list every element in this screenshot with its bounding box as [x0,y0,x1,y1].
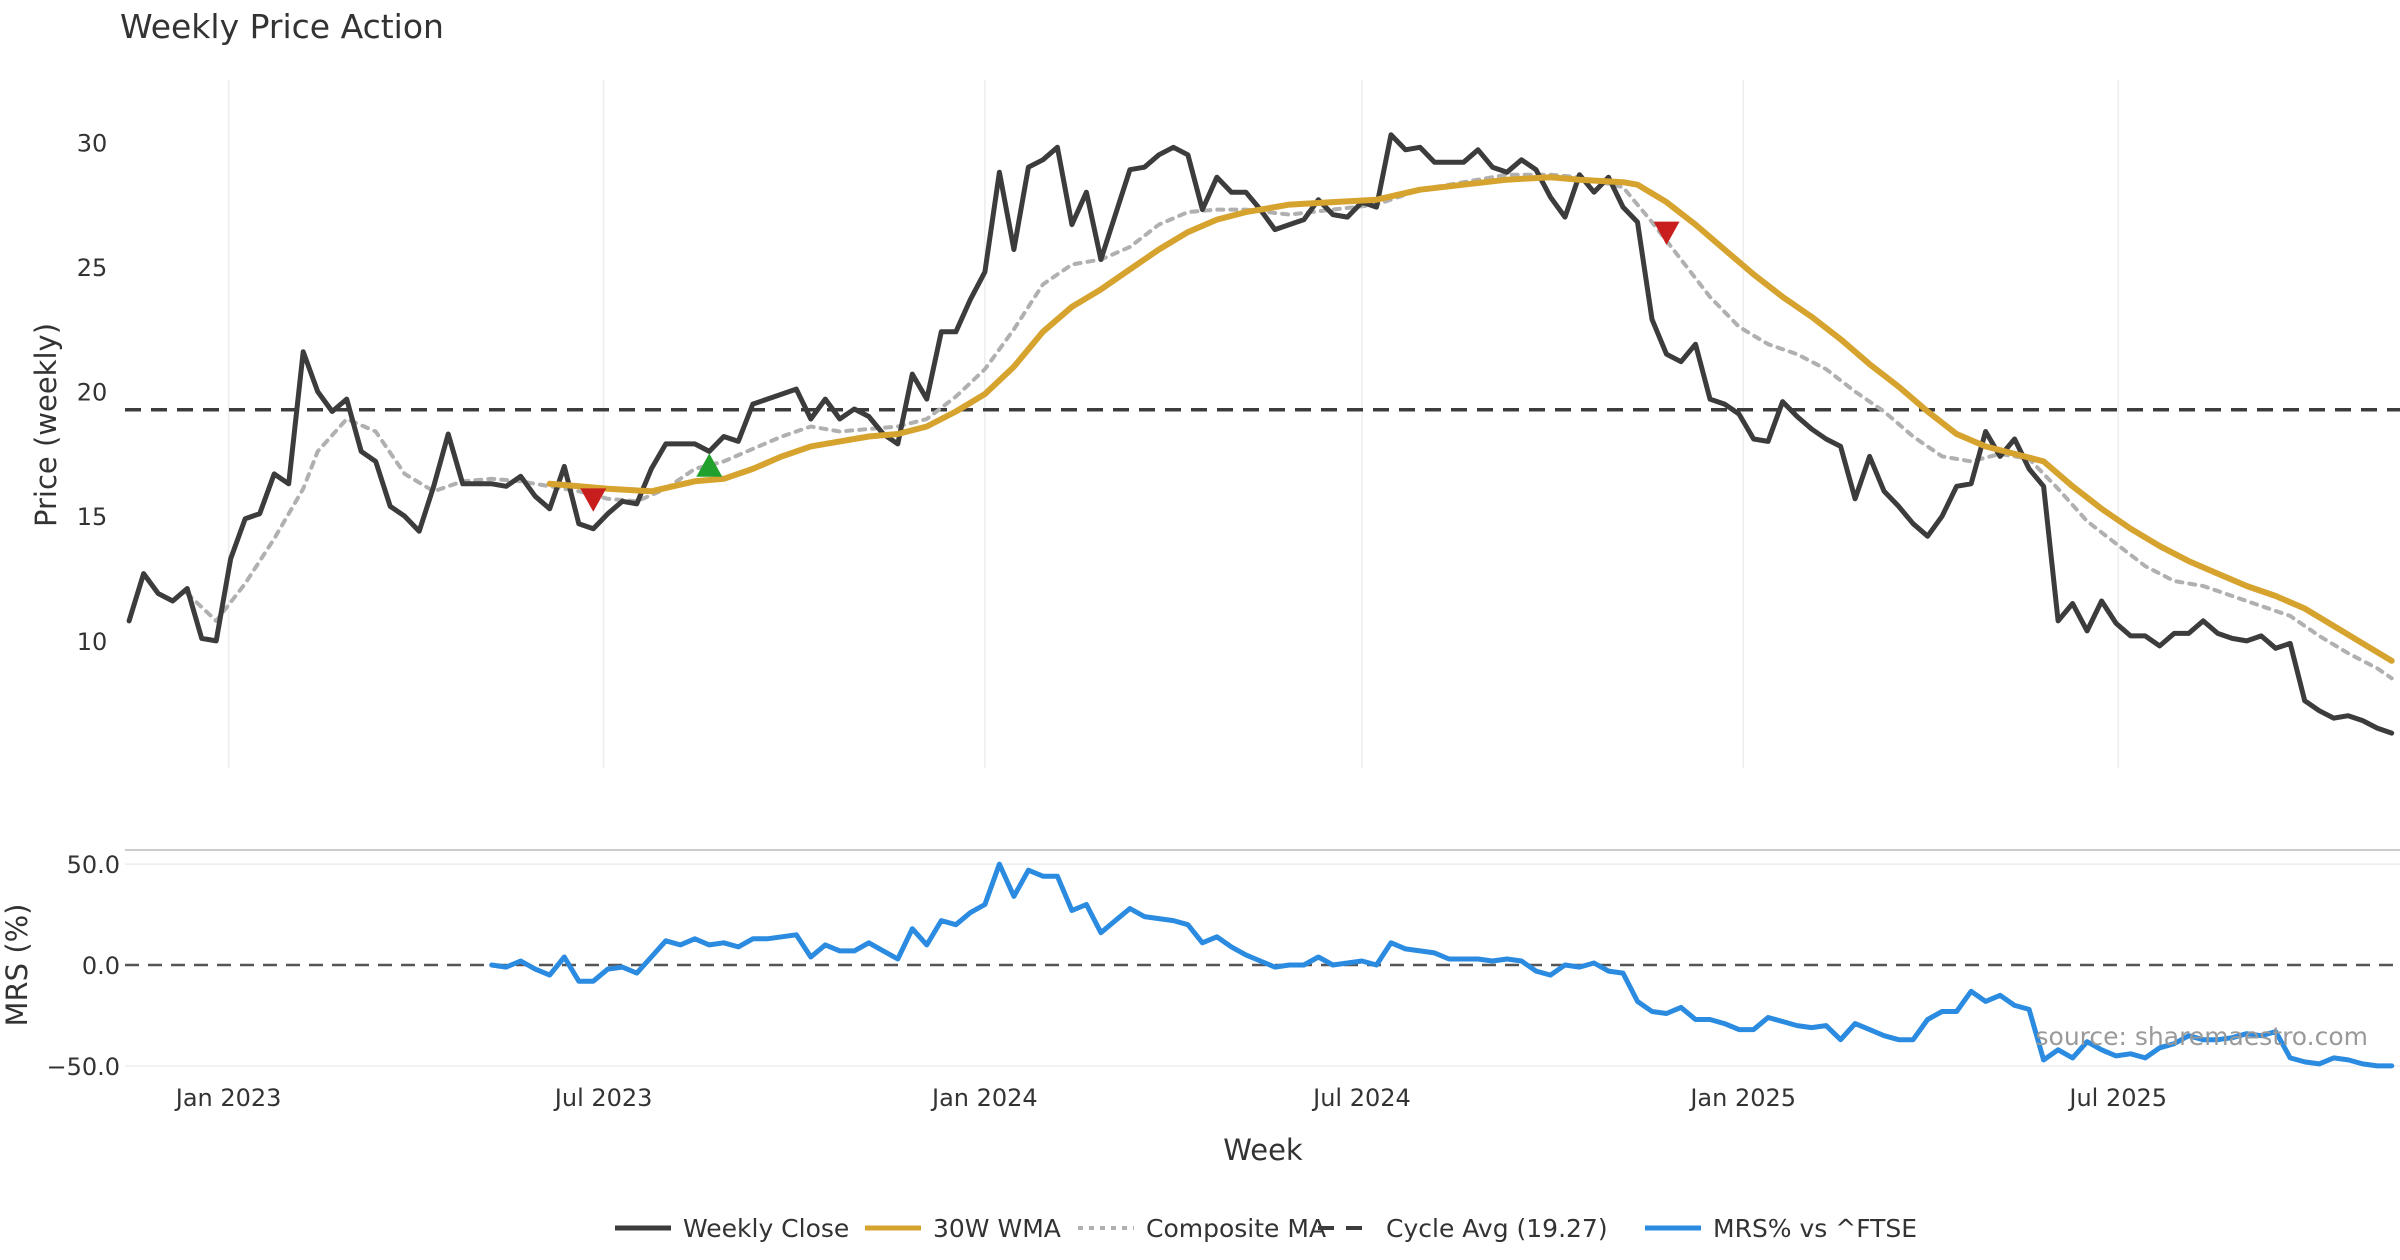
price-y-tick-1: 15 [77,503,108,531]
mrs-y-tick-1: 0.0 [82,952,120,980]
legend: Weekly Close 30W WMA Composite MA Cycle Avg… [615,1214,1917,1243]
legend-mrs-label: MRS% vs ^FTSE [1713,1214,1917,1243]
mrs-y-axis: 50.0 0.0 −50.0 [46,851,120,1081]
source-note: source: sharemaestro.com [2036,1022,2369,1051]
price-y-axis: 10 15 20 25 30 [77,129,108,656]
price-y-axis-title: Price (weekly) [29,323,63,527]
mrs-line [489,861,2395,1069]
price-y-tick-4: 30 [77,129,108,157]
signal-markers [580,221,1680,512]
wma-30w-line [546,174,2395,664]
price-y-tick-2: 20 [77,379,108,407]
x-tick-4: Jan 2025 [1688,1084,1796,1112]
sell-signal-marker-2 [1653,221,1680,246]
buy-signal-marker-1 [696,453,723,477]
mrs-y-tick-2: −50.0 [46,1053,120,1081]
mrs-y-axis-title: MRS (%) [0,904,34,1027]
mrs-grid [125,849,2400,1067]
mrs-series-group [125,861,2400,1069]
price-series-group [125,132,2400,736]
composite-ma-line [185,172,2394,681]
legend-weekly-close-label: Weekly Close [683,1214,849,1243]
price-y-tick-0: 10 [77,628,108,656]
sell-signal-marker-0 [580,488,607,512]
x-tick-1: Jul 2023 [553,1084,653,1112]
price-y-tick-3: 25 [77,254,108,282]
x-tick-2: Jan 2024 [930,1084,1038,1112]
x-tick-5: Jul 2025 [2067,1084,2167,1112]
x-tick-3: Jul 2024 [1311,1084,1411,1112]
chart-title: Weekly Price Action [120,7,444,46]
x-tick-0: Jan 2023 [174,1084,282,1112]
legend-cycle-avg-label: Cycle Avg (19.27) [1386,1214,1608,1243]
mrs-y-tick-0: 50.0 [67,851,120,879]
weekly-close-line [126,132,2395,736]
legend-wma-30w-label: 30W WMA [933,1214,1061,1243]
x-axis: Jan 2023 Jul 2023 Jan 2024 Jul 2024 Jan 2025… [174,1084,2167,1112]
x-axis-title: Week [1223,1133,1303,1167]
legend-composite-ma-label: Composite MA [1146,1214,1326,1243]
price-grid [227,80,2119,768]
